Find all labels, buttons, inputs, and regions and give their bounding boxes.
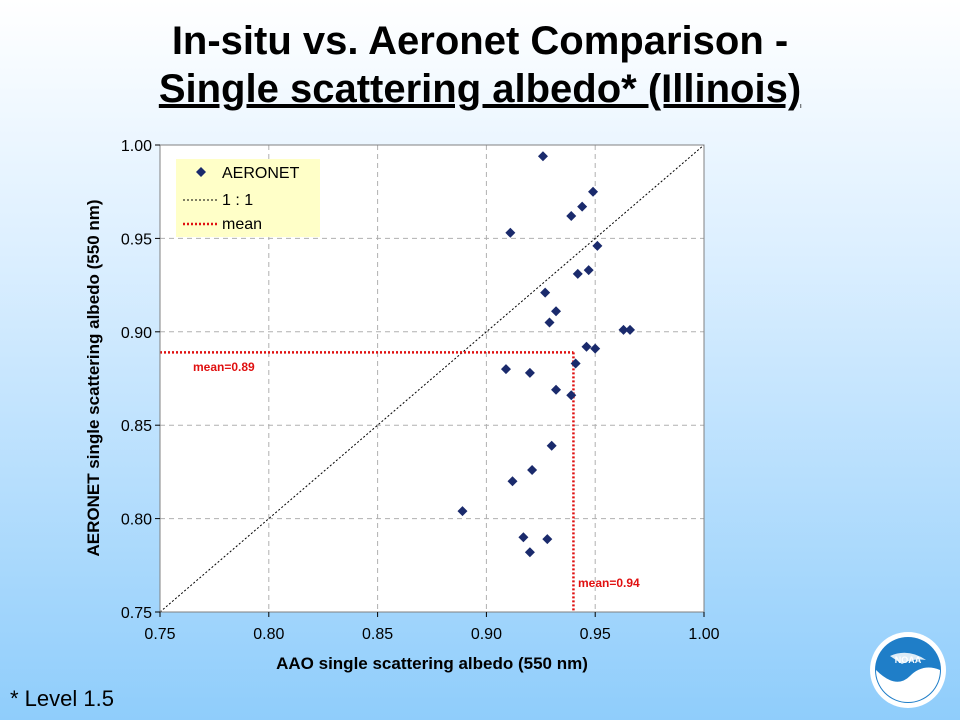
slide-title-line1: In-situ vs. Aeronet Comparison - [171,19,789,63]
data-point [625,324,636,335]
legend-marker-aeronet [196,167,206,177]
mean-x-label: mean=0.94 [578,576,640,590]
data-point [546,440,557,451]
x-tick-label: 0.80 [253,626,284,643]
plot-border [159,144,705,613]
x-axis-label: AAO single scattering albedo (550 nm) [276,654,588,673]
footnote: * Level 1.5 [10,686,114,711]
data-point [551,384,562,395]
data-point [581,341,592,352]
data-point [518,532,529,543]
data-point [577,201,588,212]
data-point [592,240,603,251]
data-point [590,343,601,354]
data-point [583,265,594,276]
y-ticks: 0.75 0.80 0.85 0.90 0.95 1.00 [121,138,160,622]
data-point [524,547,535,558]
data-point [500,364,511,375]
y-axis-label: AERONET single scattering albedo (550 nm… [84,199,103,556]
grid [160,145,704,612]
data-point [527,465,538,476]
y-tick-label: 0.95 [121,231,152,248]
legend-label-one-to-one: 1 : 1 [222,192,253,209]
y-tick-label: 1.00 [121,138,152,155]
one-to-one-line [159,144,705,613]
points [457,151,636,558]
data-point [542,534,553,545]
y-tick-label: 0.85 [121,418,152,435]
data-point [544,317,555,328]
data-point [507,476,518,487]
data-point [524,367,535,378]
legend-label-aeronet: AERONET [222,165,300,182]
data-point [551,306,562,317]
legend: AERONET 1 : 1 mean [176,159,320,237]
data-point [566,390,577,401]
x-ticks: 0.75 0.80 0.85 0.90 0.95 1.00 [144,612,720,643]
y-tick-label: 0.75 [121,605,152,622]
data-point [566,210,577,221]
y-tick-label: 0.80 [121,512,152,529]
x-tick-label: 1.00 [688,626,719,643]
mean-y-label: mean=0.89 [193,360,255,374]
data-point [572,268,583,279]
data-point [457,506,468,517]
data-point [588,186,599,197]
x-tick-label: 0.75 [144,626,175,643]
x-tick-label: 0.85 [362,626,393,643]
data-point [537,151,548,162]
data-point [618,324,629,335]
data-point [505,227,516,238]
slide-title-line2: Single scattering albedo* (Illinois) [158,67,802,111]
y-tick-label: 0.90 [121,325,152,342]
legend-label-mean: mean [222,216,262,233]
data-point [540,287,551,298]
logo-text: NOAA [895,655,922,665]
noaa-logo: NOAA [870,632,946,708]
x-tick-label: 0.95 [580,626,611,643]
x-tick-label: 0.90 [471,626,502,643]
mean-lines [160,351,575,612]
data-point [570,358,581,369]
